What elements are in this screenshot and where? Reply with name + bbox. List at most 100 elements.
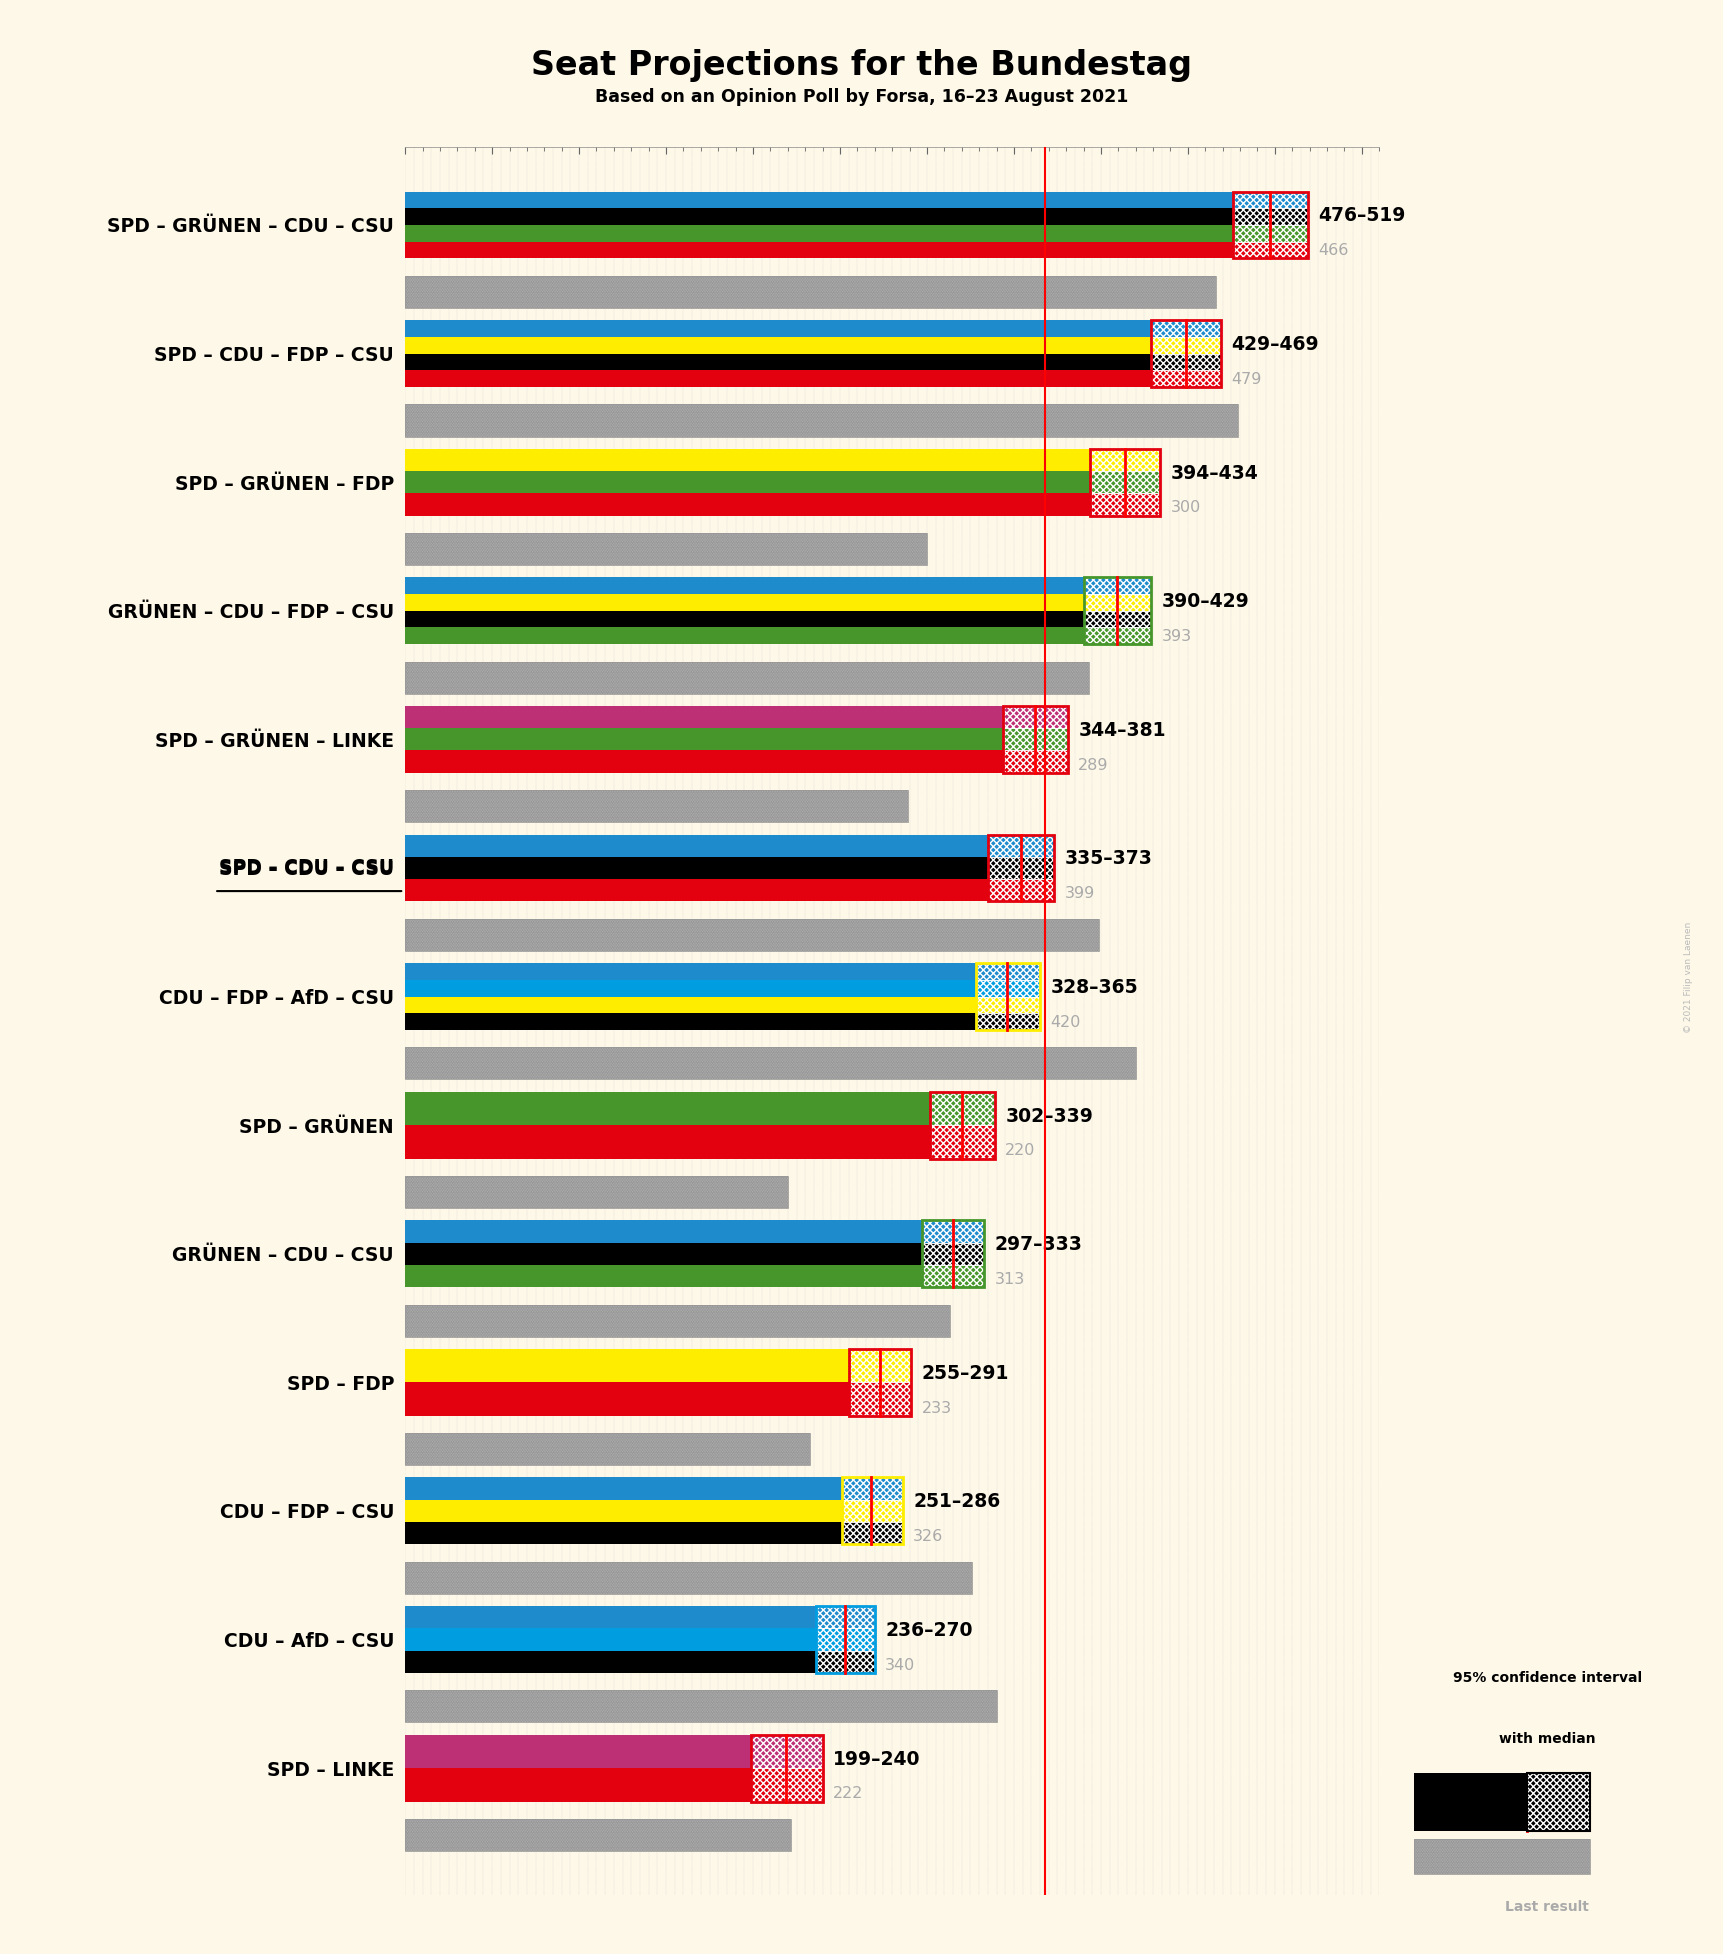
Bar bbox=[405, 662, 1089, 694]
Bar bbox=[405, 1126, 930, 1159]
Text: 289: 289 bbox=[1077, 758, 1108, 772]
Bar bbox=[848, 1381, 911, 1417]
Bar bbox=[1527, 1774, 1589, 1831]
Text: 476–519: 476–519 bbox=[1318, 207, 1404, 225]
Bar bbox=[815, 1651, 874, 1673]
Bar bbox=[922, 1243, 984, 1264]
Bar bbox=[405, 997, 975, 1014]
Bar bbox=[848, 1348, 911, 1381]
Bar bbox=[405, 879, 987, 901]
Text: 420: 420 bbox=[1049, 1014, 1080, 1030]
Bar bbox=[975, 997, 1039, 1014]
Bar bbox=[1003, 705, 1067, 729]
Bar bbox=[751, 1768, 822, 1802]
Bar bbox=[405, 191, 1232, 209]
Bar bbox=[930, 1092, 994, 1126]
Bar bbox=[1151, 336, 1220, 354]
Bar bbox=[405, 1522, 841, 1544]
Bar bbox=[848, 1381, 911, 1417]
Bar bbox=[405, 1014, 975, 1030]
Text: 466: 466 bbox=[1318, 242, 1347, 258]
Bar bbox=[405, 612, 1082, 627]
Bar bbox=[405, 1176, 787, 1208]
Text: 222: 222 bbox=[832, 1786, 863, 1802]
Bar bbox=[405, 1092, 930, 1126]
Bar bbox=[405, 533, 927, 565]
Bar bbox=[751, 1768, 822, 1802]
Bar bbox=[1003, 729, 1067, 750]
Bar bbox=[841, 1501, 903, 1522]
Bar bbox=[405, 1651, 815, 1673]
Bar bbox=[405, 627, 1082, 645]
Text: SPD – CDU – CSU: SPD – CDU – CSU bbox=[219, 858, 395, 877]
Bar bbox=[751, 1735, 822, 1768]
Text: 394–434: 394–434 bbox=[1170, 463, 1258, 483]
Text: 233: 233 bbox=[922, 1401, 951, 1415]
Bar bbox=[405, 242, 1232, 258]
Bar bbox=[922, 1243, 984, 1264]
Bar bbox=[405, 1561, 972, 1594]
Text: 340: 340 bbox=[884, 1657, 915, 1673]
Bar bbox=[405, 1768, 751, 1802]
Bar bbox=[1003, 750, 1067, 772]
Bar bbox=[405, 1690, 996, 1721]
Bar bbox=[815, 1628, 874, 1651]
Bar bbox=[1003, 705, 1067, 729]
Bar bbox=[405, 371, 1151, 387]
Bar bbox=[405, 354, 1151, 371]
Bar bbox=[922, 1264, 984, 1288]
Bar bbox=[405, 336, 1151, 354]
Bar bbox=[815, 1606, 874, 1673]
Bar bbox=[405, 533, 927, 565]
Bar bbox=[405, 918, 1099, 952]
Bar bbox=[1082, 594, 1151, 612]
Bar bbox=[1232, 209, 1308, 225]
Bar bbox=[930, 1126, 994, 1159]
Bar bbox=[1232, 242, 1308, 258]
Bar bbox=[1091, 471, 1160, 492]
Bar bbox=[922, 1221, 984, 1288]
Bar bbox=[405, 1628, 815, 1651]
Text: 251–286: 251–286 bbox=[913, 1493, 999, 1510]
Bar bbox=[405, 1264, 922, 1288]
Bar bbox=[1091, 449, 1160, 471]
Bar bbox=[405, 729, 1003, 750]
Bar bbox=[1527, 1774, 1589, 1831]
Bar bbox=[405, 705, 1003, 729]
Bar bbox=[405, 856, 987, 879]
Bar bbox=[1151, 320, 1220, 336]
Bar bbox=[405, 1381, 848, 1417]
Text: 429–469: 429–469 bbox=[1230, 334, 1318, 354]
Bar bbox=[930, 1126, 994, 1159]
Bar bbox=[405, 576, 1082, 594]
Bar bbox=[1091, 492, 1160, 516]
Text: 313: 313 bbox=[994, 1272, 1025, 1288]
Bar bbox=[841, 1522, 903, 1544]
Bar bbox=[987, 834, 1053, 901]
Bar bbox=[1082, 594, 1151, 612]
Bar bbox=[405, 1501, 841, 1522]
Text: 393: 393 bbox=[1161, 629, 1191, 645]
Bar bbox=[975, 963, 1039, 979]
Bar bbox=[405, 1561, 972, 1594]
Bar bbox=[975, 979, 1039, 997]
Bar bbox=[1151, 371, 1220, 387]
Bar bbox=[1413, 1774, 1527, 1831]
Bar bbox=[405, 1819, 791, 1850]
Bar bbox=[405, 662, 1089, 694]
Bar bbox=[1082, 576, 1151, 594]
Bar bbox=[1091, 492, 1160, 516]
Text: 236–270: 236–270 bbox=[884, 1622, 972, 1639]
Bar bbox=[405, 918, 1099, 952]
Bar bbox=[815, 1628, 874, 1651]
Bar bbox=[922, 1264, 984, 1288]
Bar bbox=[841, 1477, 903, 1501]
Bar bbox=[841, 1522, 903, 1544]
Bar bbox=[975, 979, 1039, 997]
Bar bbox=[1151, 320, 1220, 336]
Bar bbox=[975, 997, 1039, 1014]
Bar bbox=[1151, 354, 1220, 371]
Bar bbox=[405, 276, 1215, 309]
Bar bbox=[405, 225, 1232, 242]
Bar bbox=[987, 879, 1053, 901]
